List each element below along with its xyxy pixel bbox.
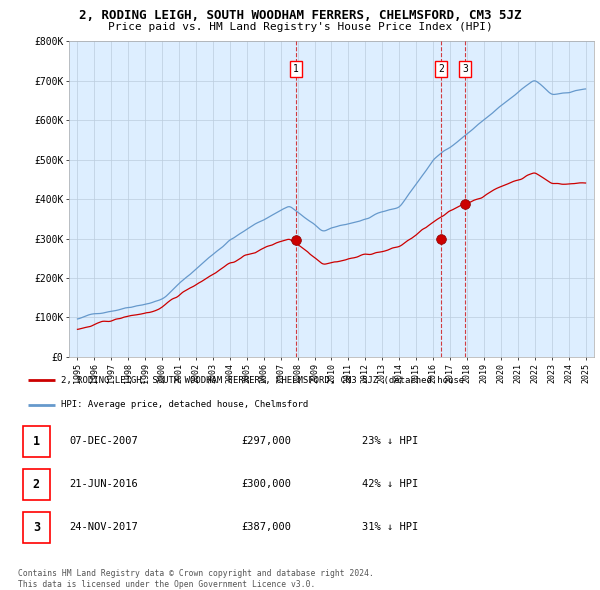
FancyBboxPatch shape bbox=[23, 426, 50, 457]
Text: £300,000: £300,000 bbox=[241, 480, 292, 489]
Text: 1: 1 bbox=[33, 435, 40, 448]
FancyBboxPatch shape bbox=[23, 469, 50, 500]
Text: 2, RODING LEIGH, SOUTH WOODHAM FERRERS, CHELMSFORD, CM3 5JZ (detached house: 2, RODING LEIGH, SOUTH WOODHAM FERRERS, … bbox=[61, 376, 464, 385]
Text: 24-NOV-2017: 24-NOV-2017 bbox=[70, 523, 139, 532]
FancyBboxPatch shape bbox=[23, 512, 50, 543]
Text: £297,000: £297,000 bbox=[241, 437, 292, 446]
Text: 2: 2 bbox=[33, 478, 40, 491]
Text: HPI: Average price, detached house, Chelmsford: HPI: Average price, detached house, Chel… bbox=[61, 400, 308, 409]
Text: 3: 3 bbox=[463, 64, 468, 74]
Text: 31% ↓ HPI: 31% ↓ HPI bbox=[362, 523, 418, 532]
Text: 2: 2 bbox=[438, 64, 444, 74]
Text: 2, RODING LEIGH, SOUTH WOODHAM FERRERS, CHELMSFORD, CM3 5JZ: 2, RODING LEIGH, SOUTH WOODHAM FERRERS, … bbox=[79, 9, 521, 22]
Text: 42% ↓ HPI: 42% ↓ HPI bbox=[362, 480, 418, 489]
Text: Contains HM Land Registry data © Crown copyright and database right 2024.
This d: Contains HM Land Registry data © Crown c… bbox=[18, 569, 374, 589]
Text: 23% ↓ HPI: 23% ↓ HPI bbox=[362, 437, 418, 446]
Text: £387,000: £387,000 bbox=[241, 523, 292, 532]
Text: 1: 1 bbox=[293, 64, 299, 74]
Text: 3: 3 bbox=[33, 521, 40, 534]
Text: 21-JUN-2016: 21-JUN-2016 bbox=[70, 480, 139, 489]
Text: 07-DEC-2007: 07-DEC-2007 bbox=[70, 437, 139, 446]
Text: Price paid vs. HM Land Registry's House Price Index (HPI): Price paid vs. HM Land Registry's House … bbox=[107, 22, 493, 32]
